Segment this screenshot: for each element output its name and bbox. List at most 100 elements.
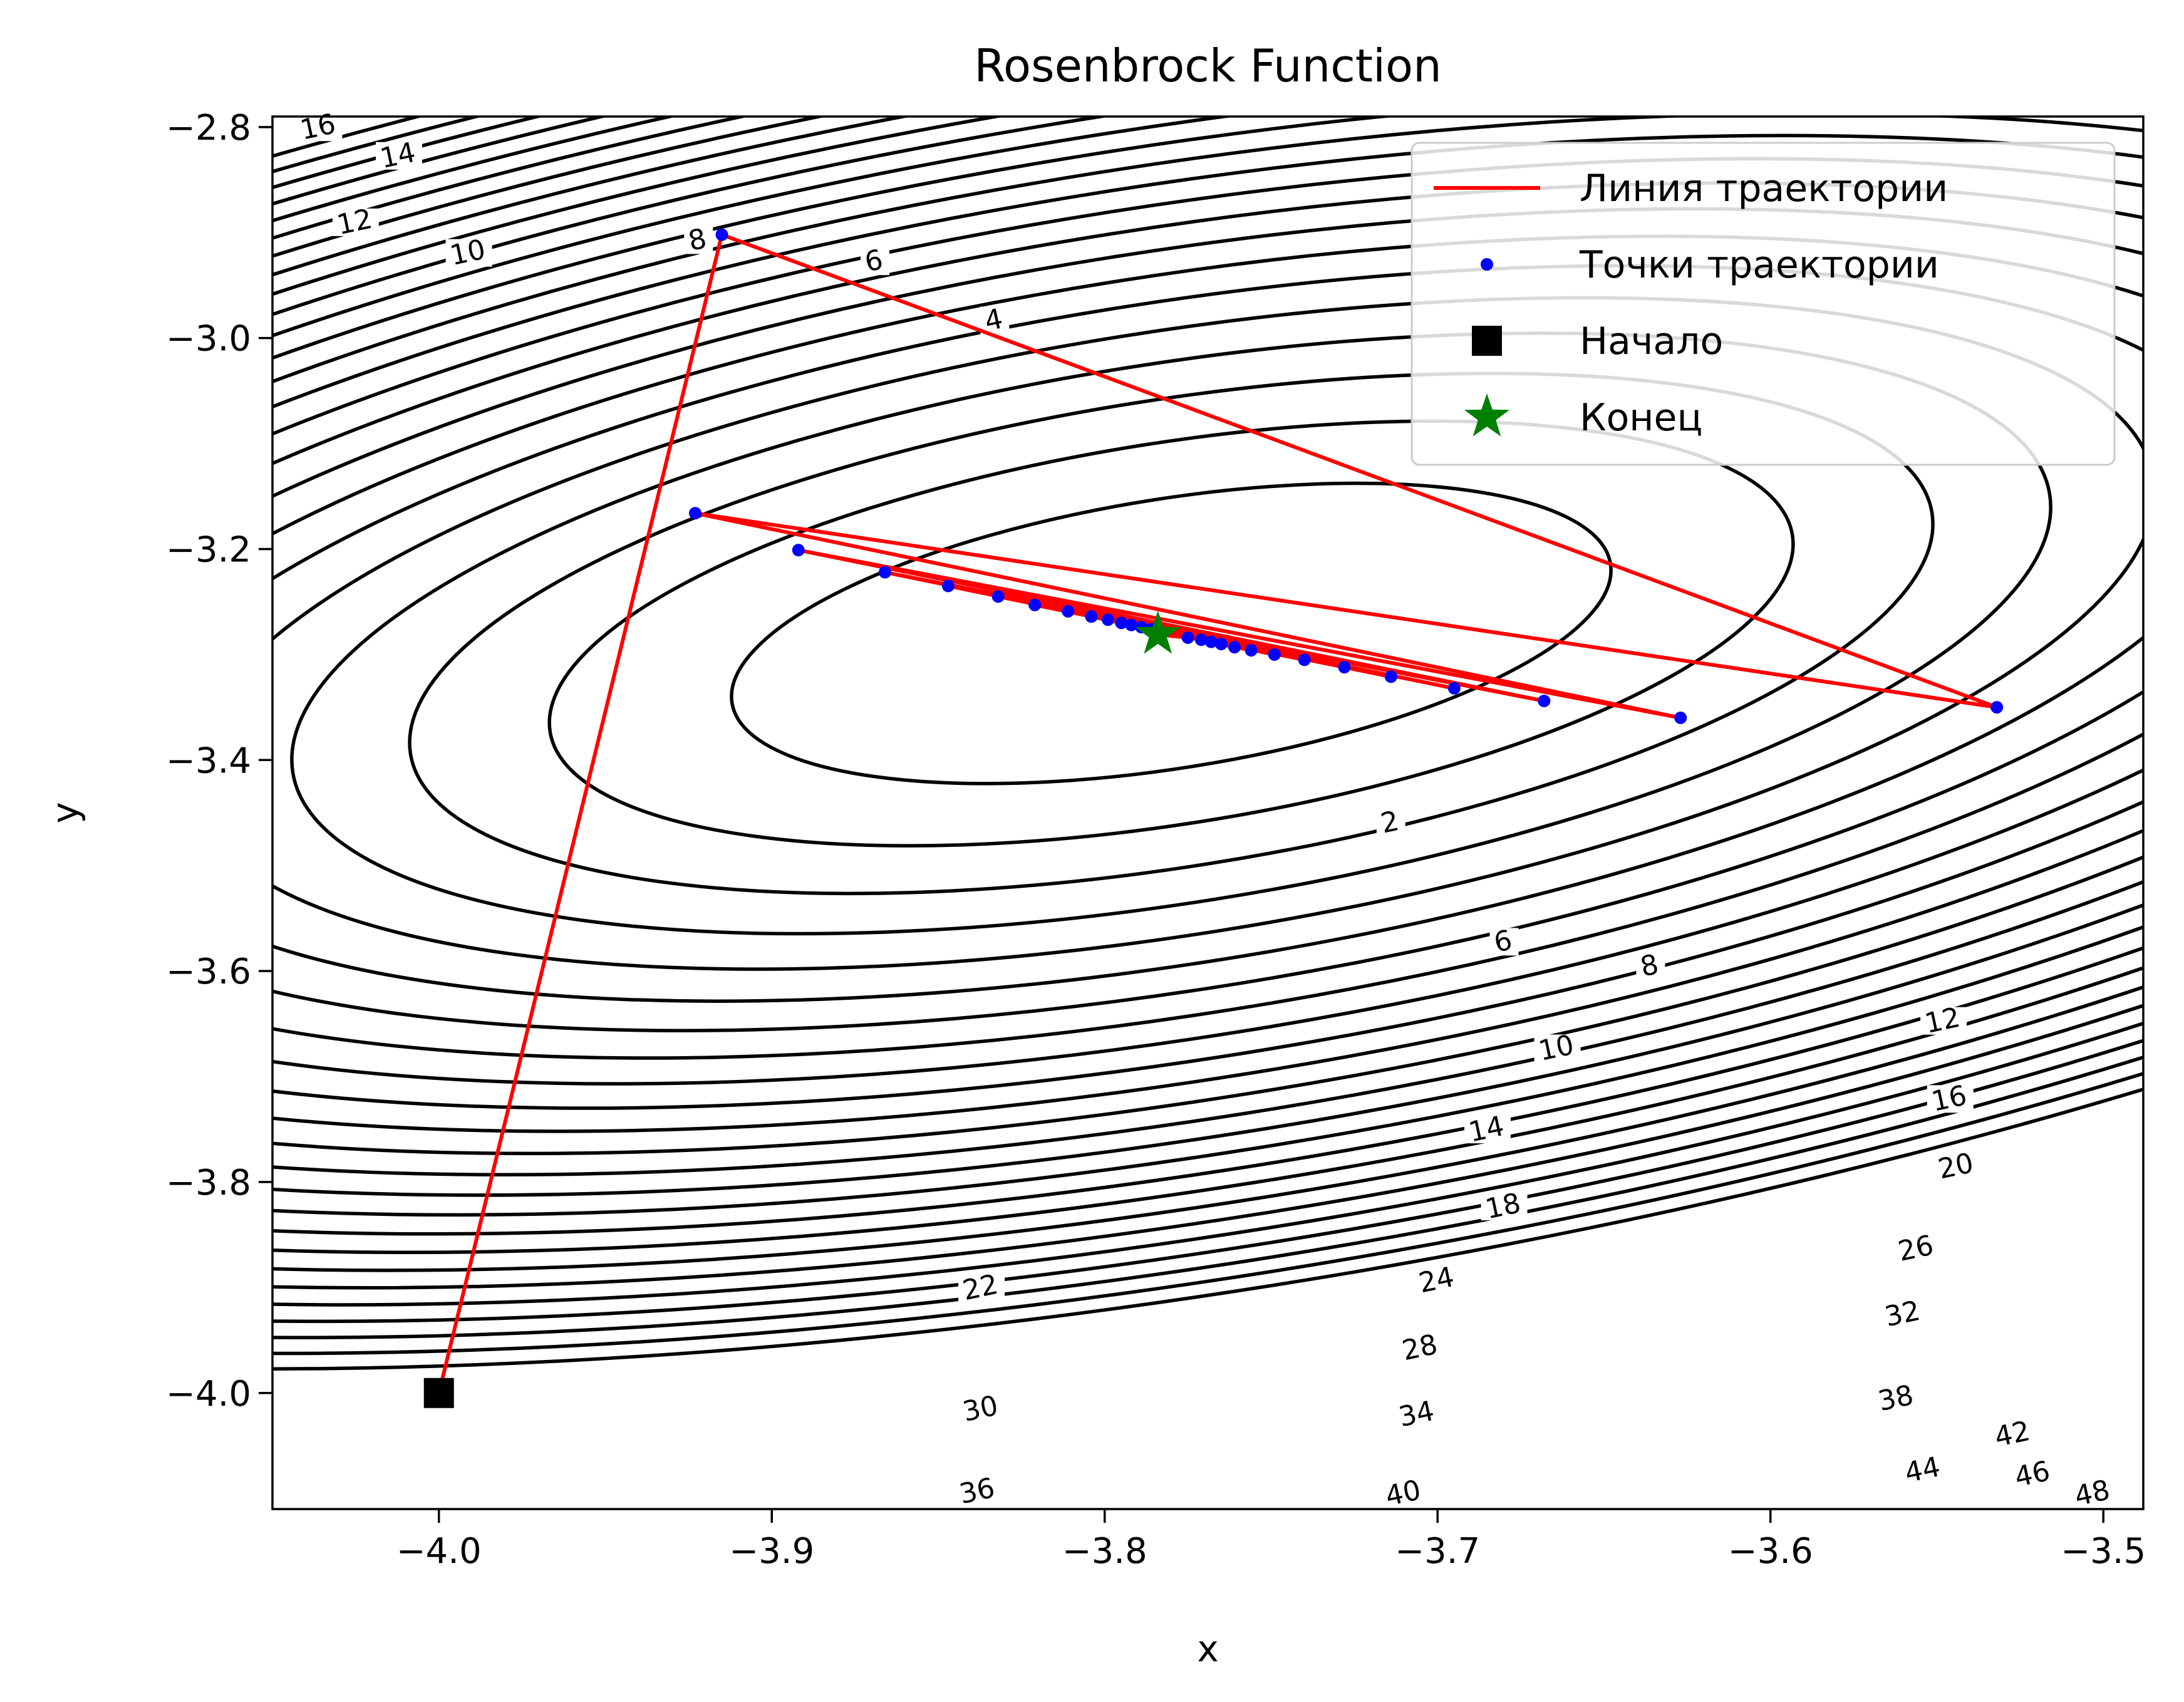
contour-line <box>272 117 2143 1197</box>
contour-label: 22 <box>960 1269 1001 1307</box>
contour-label-bg <box>955 1477 1001 1505</box>
legend-star-swatch <box>1464 393 1510 437</box>
contour-label: 12 <box>1922 1002 1963 1040</box>
contour-label-bg <box>958 1274 1005 1302</box>
trajectory-point <box>1214 638 1228 651</box>
end-marker <box>1135 610 1181 654</box>
contour-label: 40 <box>1383 1474 1424 1513</box>
x-tick-label: −3.7 <box>1395 1531 1480 1572</box>
contour-line <box>272 117 2143 1307</box>
contour-label: 20 <box>1935 1147 1976 1186</box>
contour-line <box>272 234 2143 1032</box>
contour-label-bg <box>1636 952 1665 980</box>
contour-line <box>272 181 2143 1086</box>
contour-label: 36 <box>956 1472 997 1511</box>
contour-label-bg <box>980 306 1010 335</box>
trajectory-point <box>688 507 701 520</box>
contour-label-bg <box>1464 1116 1511 1144</box>
y-tick-label: −3.0 <box>166 319 251 360</box>
trajectory-point <box>991 590 1005 603</box>
contour-label-bg <box>2070 1480 2117 1508</box>
y-tick-label: −3.8 <box>166 1163 251 1203</box>
contour-label: 34 <box>1396 1395 1437 1434</box>
trajectory-point <box>941 579 955 593</box>
start-marker <box>423 1378 454 1408</box>
contour-label-bg <box>332 208 379 236</box>
contour-line <box>290 331 2052 936</box>
contour-label-bg <box>1927 1085 1974 1113</box>
contour-line <box>272 117 2143 1236</box>
contour-line <box>272 296 2143 971</box>
contour-label-bg <box>684 226 713 254</box>
contour-label: 38 <box>1875 1379 1916 1418</box>
contour-label-bg <box>1481 1193 1528 1221</box>
contour-label-bg <box>1397 1334 1444 1362</box>
x-axis-title: x <box>1197 1627 1218 1670</box>
contour-line <box>272 117 2143 1255</box>
trajectory-layer <box>423 228 2004 1408</box>
contour-label: 44 <box>1902 1451 1943 1490</box>
contour-label-bg <box>2010 1460 2057 1488</box>
contour-label: 18 <box>1483 1187 1523 1226</box>
contour-label-bg <box>1920 1007 1967 1035</box>
contour-line <box>272 117 2143 1177</box>
trajectory-point <box>1674 711 1687 724</box>
x-tick-label: −3.9 <box>729 1531 814 1572</box>
contour-line <box>272 207 2143 1060</box>
contour-label-bg <box>1376 809 1405 837</box>
contour-label: 24 <box>1416 1261 1457 1300</box>
y-axis: −2.8 −3.0 −3.2 −3.4 −3.6 −3.8 −4.0 <box>166 108 272 1414</box>
trajectory-point <box>1085 610 1098 623</box>
contour-label: 32 <box>1882 1295 1923 1334</box>
contour-line <box>272 117 2143 1272</box>
chart-title: Rosenbrock Function <box>974 39 1441 92</box>
contour-label-bg <box>1489 928 1519 956</box>
x-tick-label: −3.8 <box>1062 1531 1147 1572</box>
y-tick-label: −3.4 <box>166 740 251 781</box>
contour-line <box>272 117 2143 1290</box>
trajectory-point <box>1194 633 1208 646</box>
contour-label: 46 <box>2012 1455 2052 1494</box>
y-tick-label: −4.0 <box>166 1374 251 1414</box>
trajectory-point <box>1245 644 1258 657</box>
x-tick-label: −3.5 <box>2061 1531 2146 1572</box>
trajectory-point <box>1538 694 1551 707</box>
trajectory-point <box>1204 635 1218 648</box>
contour-label-bg <box>1893 1235 1940 1263</box>
legend-label: Начало <box>1580 319 1723 363</box>
contour-line <box>272 117 2143 1324</box>
y-tick-label: −2.8 <box>166 108 251 148</box>
contour-label: 12 <box>334 203 375 242</box>
contour-label-bg <box>1534 1034 1581 1062</box>
contour-line <box>272 133 2143 1133</box>
contour-label: 16 <box>1928 1079 1969 1118</box>
legend-square-swatch <box>1472 326 1502 356</box>
contour-label: 16 <box>298 108 338 147</box>
legend-label: Линия траектории <box>1580 167 1948 210</box>
contour-label-bg <box>296 113 343 142</box>
contour-label-bg <box>1900 1456 1947 1485</box>
contour-label-bg <box>861 247 890 276</box>
contour-label-bg <box>445 239 492 267</box>
plot-frame <box>271 115 2145 1510</box>
trajectory-point <box>1228 641 1241 654</box>
trajectory-point <box>792 544 805 557</box>
contour-label: 48 <box>2072 1474 2113 1513</box>
contour-label: 14 <box>378 137 418 175</box>
contour-label-bg <box>958 1395 1005 1423</box>
contour-label: 10 <box>447 234 488 272</box>
contour-line <box>272 117 2143 1156</box>
contour-label-bg <box>1933 1153 1980 1181</box>
contour-label-bg <box>1873 1384 1920 1413</box>
legend-label: Точки траектории <box>1579 243 1939 287</box>
contour-label: 26 <box>1895 1229 1936 1268</box>
trajectory-point <box>1028 598 1042 611</box>
trajectory-point <box>1384 670 1397 683</box>
trajectory-point <box>1338 661 1351 674</box>
trajectory-point <box>1268 648 1281 661</box>
contour-label: 30 <box>960 1389 1001 1428</box>
legend-box <box>1410 142 2116 466</box>
trajectory-point <box>1125 618 1138 631</box>
